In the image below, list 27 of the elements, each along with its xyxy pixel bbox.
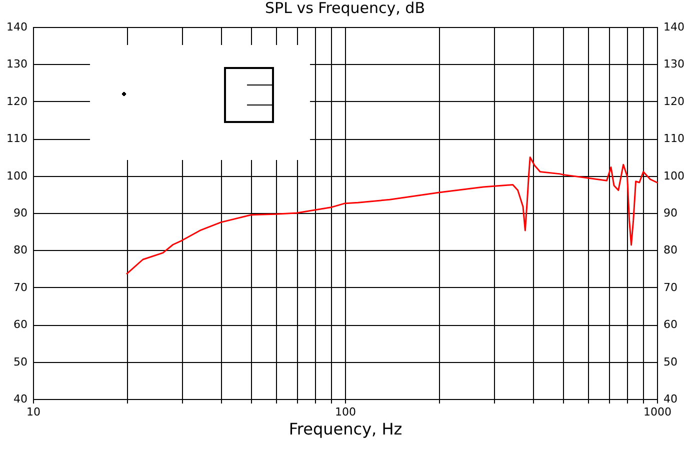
y2-tick-label: 110 — [664, 132, 684, 146]
y-tick-label: 140 — [6, 20, 28, 34]
chart-title: SPL vs Frequency, dB — [265, 0, 425, 17]
y2-tick-label: 60 — [664, 318, 678, 332]
y-tick-label: 50 — [14, 355, 28, 368]
y-tick-label: 70 — [14, 280, 28, 294]
y2-tick-label: 40 — [664, 392, 678, 406]
y-tick-label: 120 — [6, 94, 28, 108]
y2-tick-label: 70 — [664, 280, 678, 294]
y-tick-label: 40 — [14, 392, 28, 406]
y-tick-label: 60 — [14, 318, 28, 332]
y2-tick-label: 140 — [664, 20, 684, 34]
x-axis-title: Frequency, Hz — [288, 420, 402, 438]
y2-tick-label: 50 — [664, 355, 678, 368]
x-tick-label: 100 — [335, 406, 356, 418]
y-tick-label: 100 — [6, 169, 28, 182]
y-tick-label: 110 — [6, 132, 28, 146]
y2-tick-label: 100 — [664, 169, 684, 182]
y2-tick-label: 80 — [664, 244, 678, 257]
y2-tick-label: 130 — [664, 58, 684, 71]
x-tick-label: 10 — [26, 406, 40, 418]
y2-tick-label: 120 — [664, 94, 684, 108]
y-tick-label: 90 — [14, 206, 28, 220]
y-tick-label: 130 — [6, 58, 28, 71]
y2-tick-label: 90 — [664, 206, 678, 220]
x-tick-label: 1000 — [644, 406, 672, 418]
y-tick-label: 80 — [14, 244, 28, 257]
